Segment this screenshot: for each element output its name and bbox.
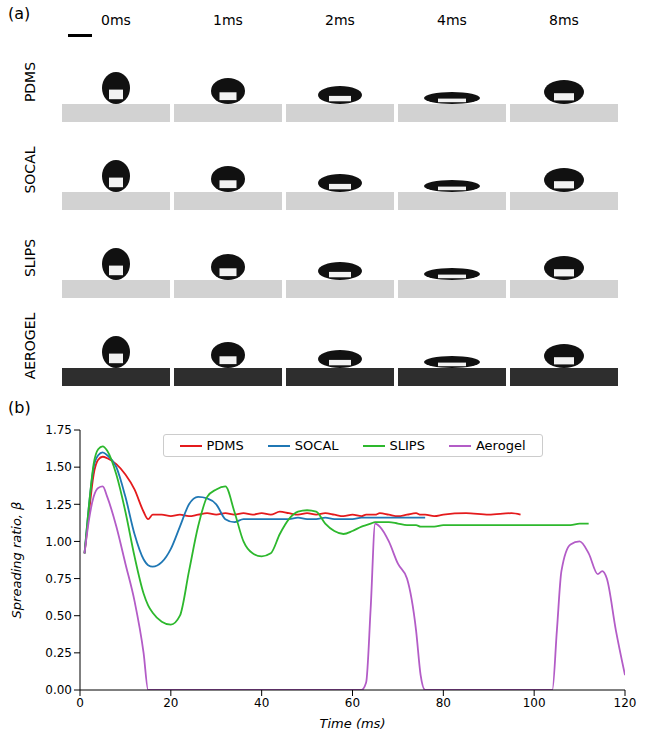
svg-text:40: 40	[254, 696, 269, 710]
svg-text:100: 100	[523, 696, 546, 710]
svg-text:60: 60	[345, 696, 360, 710]
svg-text:80: 80	[436, 696, 451, 710]
svg-text:0.00: 0.00	[45, 683, 72, 697]
svg-text:1.25: 1.25	[45, 498, 72, 512]
svg-text:0.75: 0.75	[45, 572, 72, 586]
svg-text:1.50: 1.50	[45, 460, 72, 474]
html-text:PDMS: PDMS	[22, 61, 38, 103]
html-text:SOCAL: SOCAL	[294, 438, 339, 453]
svg-text:120: 120	[614, 696, 637, 710]
svg-text:0: 0	[76, 696, 84, 710]
html-text:SLIPS: SLIPS	[22, 238, 38, 278]
html-text:8ms: 8ms	[549, 12, 579, 28]
svg-text:1.75: 1.75	[45, 423, 72, 437]
html-text:AEROGEL: AEROGEL	[22, 312, 38, 380]
svg-text:0.50: 0.50	[45, 609, 72, 623]
html-text:4ms: 4ms	[437, 12, 467, 28]
svg-text:1.00: 1.00	[45, 535, 72, 549]
svg-text:Spreading ratio, β: Spreading ratio, β	[9, 502, 24, 619]
html-text:(b): (b)	[8, 398, 31, 417]
svg-text:0.25: 0.25	[45, 646, 72, 660]
html-text:2ms: 2ms	[325, 12, 355, 28]
svg-text:Time (ms): Time (ms)	[320, 716, 386, 731]
html-text:Aerogel: Aerogel	[476, 438, 526, 453]
html-text:(a): (a)	[8, 4, 31, 23]
html-text:PDMS: PDMS	[206, 438, 244, 453]
html-text:SLIPS: SLIPS	[389, 438, 425, 453]
html-text:0ms: 0ms	[101, 12, 131, 28]
svg-text:20: 20	[163, 696, 178, 710]
html-text:SOCAL: SOCAL	[22, 146, 38, 194]
html-text:1ms: 1ms	[213, 12, 243, 28]
